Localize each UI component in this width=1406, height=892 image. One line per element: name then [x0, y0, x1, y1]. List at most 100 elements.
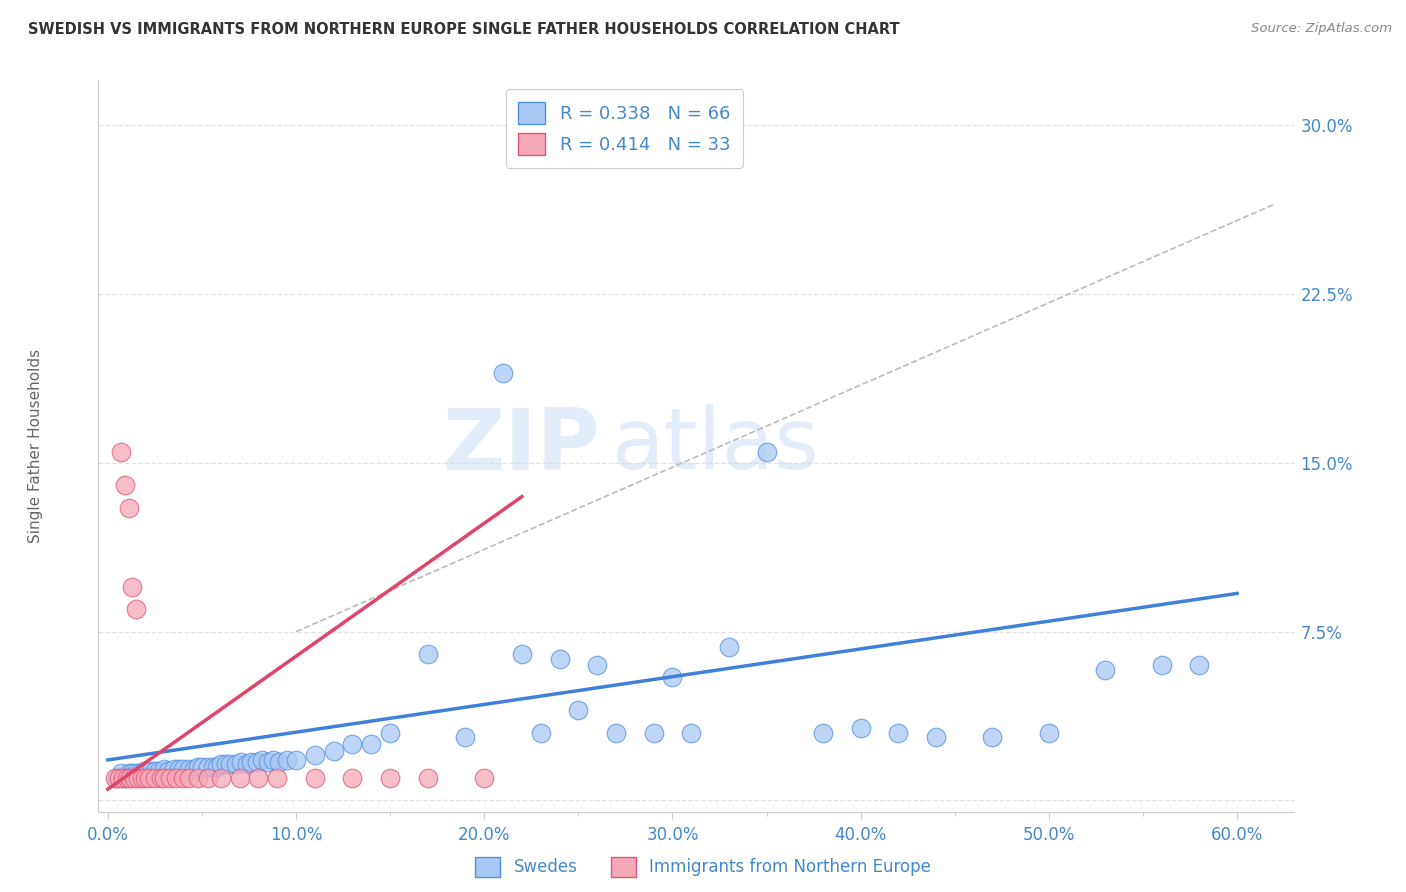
Point [266, 771, 288, 785]
Point [239, 755, 262, 769]
Point [134, 771, 156, 785]
Point [117, 766, 139, 780]
Point [215, 757, 238, 772]
Point [209, 757, 232, 772]
Point [153, 771, 176, 785]
Point [643, 726, 665, 740]
Point [136, 764, 159, 779]
Point [219, 757, 242, 772]
Point [169, 762, 191, 776]
Text: SWEDISH VS IMMIGRANTS FROM NORTHERN EUROPE SINGLE FATHER HOUSEHOLDS CORRELATION : SWEDISH VS IMMIGRANTS FROM NORTHERN EURO… [28, 22, 900, 37]
Point [191, 760, 214, 774]
Point [209, 771, 232, 785]
Point [605, 726, 627, 740]
Point [197, 760, 219, 774]
Point [681, 726, 703, 740]
Point [138, 771, 160, 785]
Point [187, 771, 209, 785]
Point [530, 726, 553, 740]
Point [172, 762, 194, 776]
Point [149, 771, 172, 785]
Point [1150, 658, 1173, 673]
Point [245, 755, 267, 769]
Text: atlas: atlas [612, 404, 820, 488]
Point [205, 760, 228, 774]
Point [114, 771, 136, 785]
Point [177, 762, 200, 776]
Point [202, 760, 225, 774]
Point [197, 771, 219, 785]
Point [104, 771, 127, 785]
Point [1038, 726, 1060, 740]
Point [114, 478, 136, 492]
Point [115, 771, 138, 785]
Point [163, 762, 186, 776]
Point [105, 771, 128, 785]
Legend: Swedes, Immigrants from Northern Europe: Swedes, Immigrants from Northern Europe [468, 850, 938, 884]
Point [378, 771, 401, 785]
Point [661, 670, 683, 684]
Point [250, 753, 273, 767]
Point [153, 762, 176, 776]
Point [849, 722, 872, 736]
Y-axis label: Single Father Households: Single Father Households [28, 349, 42, 543]
Point [117, 500, 139, 515]
Point [454, 731, 477, 745]
Point [231, 755, 253, 769]
Point [247, 771, 270, 785]
Point [510, 647, 533, 661]
Point [586, 658, 609, 673]
Point [360, 737, 382, 751]
Point [416, 647, 439, 661]
Point [177, 771, 200, 785]
Point [925, 731, 948, 745]
Point [262, 753, 284, 767]
Point [187, 760, 209, 774]
Point [125, 602, 148, 616]
Point [143, 771, 166, 785]
Point [122, 771, 145, 785]
Point [378, 726, 401, 740]
Text: ZIP: ZIP [443, 404, 600, 488]
Point [416, 771, 439, 785]
Legend: R = 0.338   N = 66, R = 0.414   N = 33: R = 0.338 N = 66, R = 0.414 N = 33 [506, 89, 742, 168]
Point [143, 764, 166, 779]
Point [132, 764, 155, 779]
Point [256, 755, 278, 769]
Point [717, 640, 740, 655]
Point [183, 762, 205, 776]
Point [165, 771, 187, 785]
Point [492, 366, 515, 380]
Point [567, 703, 589, 717]
Point [811, 726, 834, 740]
Point [981, 731, 1004, 745]
Point [1094, 663, 1116, 677]
Point [128, 766, 150, 780]
Point [127, 771, 149, 785]
Point [342, 771, 364, 785]
Point [148, 764, 170, 779]
Point [225, 757, 247, 772]
Point [139, 764, 162, 779]
Point [110, 444, 132, 458]
Point [304, 748, 326, 763]
Point [276, 753, 298, 767]
Point [342, 737, 364, 751]
Point [236, 757, 259, 772]
Point [548, 651, 571, 665]
Point [304, 771, 326, 785]
Point [159, 771, 181, 785]
Point [108, 771, 131, 785]
Point [110, 766, 132, 780]
Point [125, 766, 148, 780]
Point [131, 771, 153, 785]
Point [269, 755, 291, 769]
Point [157, 764, 180, 779]
Point [111, 771, 134, 785]
Point [285, 753, 308, 767]
Point [120, 771, 142, 785]
Point [472, 771, 495, 785]
Point [322, 744, 344, 758]
Point [228, 771, 250, 785]
Point [1188, 658, 1211, 673]
